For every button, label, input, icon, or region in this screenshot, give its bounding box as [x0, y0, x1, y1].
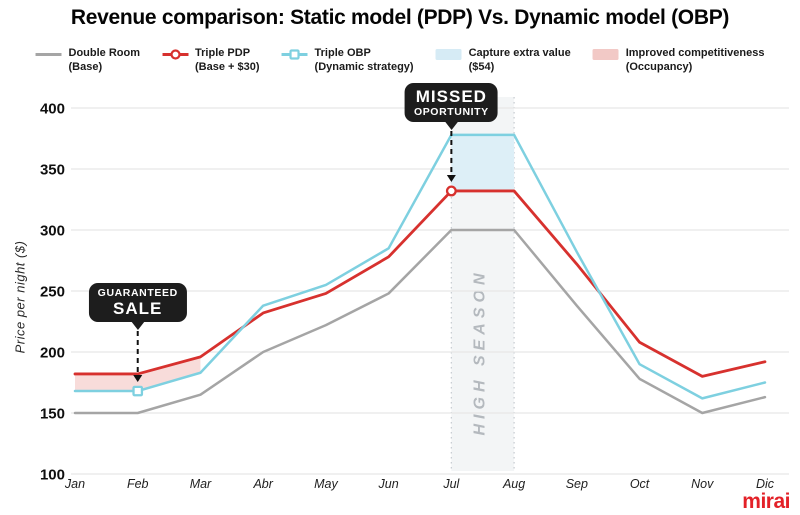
legend-swatch-line	[35, 53, 62, 56]
annotation-text-bottom: OPORTUNITY	[413, 105, 489, 118]
svg-text:Jun: Jun	[378, 477, 399, 491]
legend-swatch-line-square	[281, 49, 308, 60]
svg-text:350: 350	[40, 162, 65, 179]
legend-swatch-rect	[592, 49, 619, 60]
fill-capture-extra-value	[451, 134, 515, 191]
svg-text:May: May	[314, 477, 338, 491]
legend-label: Double Room (Base)	[68, 47, 141, 74]
legend-label: Triple OBP (Dynamic strategy)	[314, 47, 414, 74]
svg-text:Feb: Feb	[127, 477, 149, 491]
svg-text:150: 150	[40, 406, 65, 423]
svg-text:Aug: Aug	[502, 477, 525, 491]
annotation-guaranteed-sale: GUARANTEED SALE	[88, 283, 187, 323]
legend-swatch-line-circle	[162, 49, 189, 60]
legend: Double Room (Base) Triple PDP (Base + $30) T…	[35, 46, 765, 75]
svg-text:250: 250	[40, 284, 65, 301]
legend-item-capture-extra-value: Capture extra value ($54)	[435, 46, 571, 75]
svg-text:Sep: Sep	[566, 477, 588, 491]
legend-label: Triple PDP (Base + $30)	[195, 47, 260, 74]
legend-item-improved-competitiveness: Improved competitiveness (Occupancy)	[592, 46, 765, 75]
legend-swatch-rect	[435, 49, 462, 60]
marker-circle	[445, 185, 457, 197]
annotation-arrowhead	[446, 174, 456, 182]
x-axis-ticks: Jan Feb Mar Abr May Jun Jul Aug Sep Oct Nov Dic	[64, 477, 775, 491]
series-line-double-room-base	[73, 228, 767, 415]
svg-text:100: 100	[40, 467, 65, 484]
legend-label: Improved competitiveness (Occupancy)	[625, 47, 765, 74]
svg-text:400: 400	[40, 101, 65, 118]
gridlines	[71, 107, 789, 475]
y-axis-label: Price per night ($)	[12, 240, 28, 354]
svg-text:Dic: Dic	[756, 477, 775, 491]
svg-text:200: 200	[40, 345, 65, 362]
annotation-missed-oportunity: MISSED OPORTUNITY	[404, 82, 498, 123]
legend-item-triple-obp: Triple OBP (Dynamic strategy)	[281, 46, 414, 75]
marker-square	[132, 385, 144, 397]
svg-text:Jan: Jan	[64, 477, 85, 491]
series-line-triple-obp-dynamic-strategy	[73, 133, 767, 400]
annotation-arrowhead	[133, 375, 143, 383]
legend-label: Capture extra value ($54)	[468, 47, 571, 74]
y-axis-ticks: 400 350 300 250 200 150 100	[40, 101, 65, 484]
svg-text:Jul: Jul	[442, 477, 460, 491]
page-title: Revenue comparison: Static model (PDP) V…	[70, 6, 730, 29]
svg-text:Mar: Mar	[190, 477, 212, 491]
series-line-triple-pdp-base-30	[73, 189, 767, 378]
annotation-text-top: MISSED	[415, 86, 487, 106]
svg-text:300: 300	[40, 223, 65, 240]
annotation-text-bottom: SALE	[113, 298, 163, 318]
mirai-logo: mirai	[742, 490, 790, 513]
annotation-text-top: GUARANTEED	[97, 287, 178, 300]
legend-item-triple-pdp: Triple PDP (Base + $30)	[162, 46, 260, 75]
svg-text:Abr: Abr	[252, 477, 273, 491]
legend-item-double-room: Double Room (Base)	[35, 46, 141, 75]
svg-text:Oct: Oct	[630, 477, 650, 491]
svg-text:Nov: Nov	[691, 477, 714, 491]
